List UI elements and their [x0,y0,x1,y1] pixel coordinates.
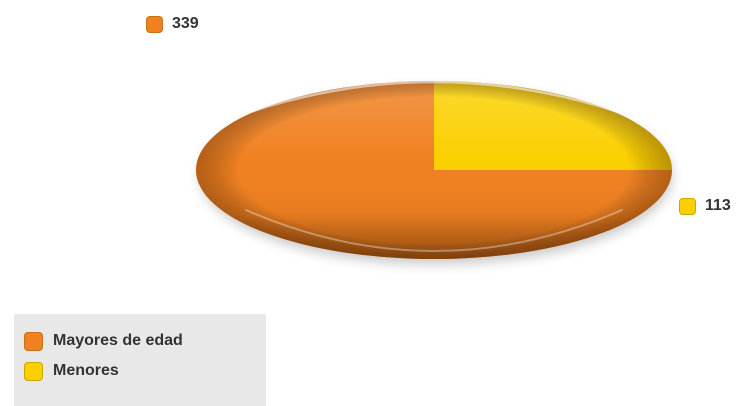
data-label-menores: 113 [679,197,731,215]
data-label-mayores: 339 [146,15,199,33]
data-label-value: 113 [705,197,731,214]
data-label-value: 339 [172,15,199,32]
pie-rim [196,81,672,259]
legend-swatch-icon [24,361,43,381]
legend-swatch-icon [24,331,43,351]
data-label-swatch-icon [146,15,163,33]
data-label-swatch-icon [679,197,696,215]
pie-highlight-bottom [245,209,623,252]
legend-item-mayores: Mayores de edad [24,326,266,356]
legend: Mayores de edad Menores [14,314,266,406]
legend-label: Mayores de edad [53,332,183,349]
legend-item-menores: Menores [24,356,266,386]
legend-label: Menores [53,362,119,379]
pie-highlight-top [248,80,620,114]
